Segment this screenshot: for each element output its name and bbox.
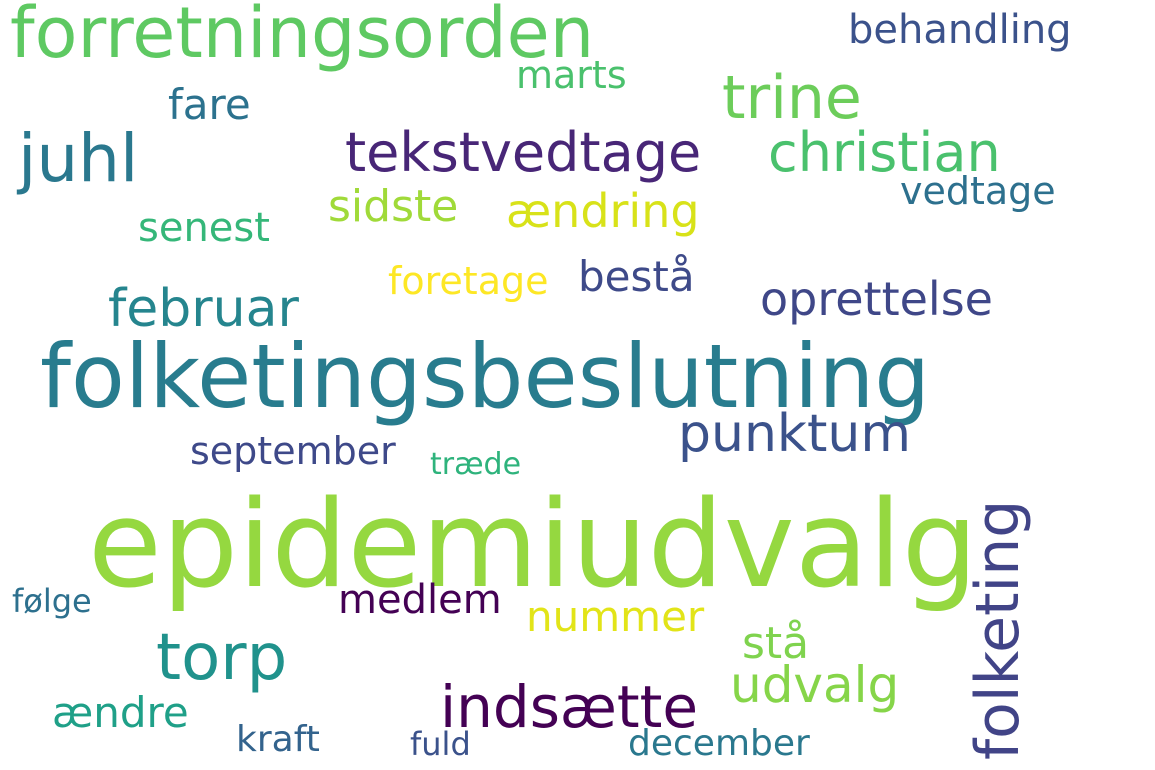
word-marts: marts (516, 53, 627, 97)
word-torp: torp (156, 621, 288, 695)
word-udvalg: udvalg (730, 656, 900, 714)
word-epidemiudvalg: epidemiudvalg (88, 476, 978, 615)
word-juhl: juhl (18, 120, 139, 197)
word-forretningsorden: forretningsorden (10, 0, 595, 74)
word-besta: bestå (578, 252, 695, 301)
word-aendring: ændring (506, 184, 700, 238)
word-september: september (190, 429, 396, 473)
word-vedtage: vedtage (900, 169, 1056, 213)
word-senest: senest (138, 205, 270, 251)
word-sta: stå (742, 618, 810, 669)
word-traede: træde (430, 447, 522, 482)
word-tekstvedtage: tekstvedtage (345, 121, 702, 184)
word-behandling: behandling (848, 7, 1072, 53)
word-medlem: medlem (338, 577, 502, 623)
word-oprettelse: oprettelse (760, 272, 993, 326)
word-fare: fare (168, 80, 251, 129)
word-foretage: foretage (388, 259, 549, 303)
word-folge: følge (12, 582, 92, 620)
word-nummer: nummer (526, 592, 705, 641)
word-indsaette: indsætte (440, 673, 699, 741)
word-punktum: punktum (678, 404, 912, 464)
word-december: december (628, 723, 810, 764)
word-aendre: ændre (52, 688, 189, 737)
word-trine: trine (722, 63, 862, 133)
word-kraft: kraft (236, 719, 320, 760)
word-christian: christian (768, 121, 1001, 184)
word-sidste: sidste (328, 181, 459, 232)
word-fuld: fuld (410, 725, 471, 763)
word-februar: februar (108, 279, 299, 339)
word-folketingsbeslutning: folketingsbeslutning (40, 325, 931, 428)
